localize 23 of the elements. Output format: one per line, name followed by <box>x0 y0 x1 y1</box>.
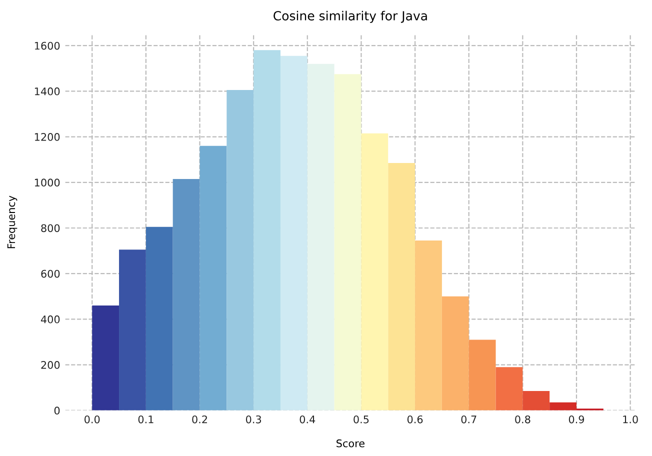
y-tick-label: 200 <box>41 361 60 369</box>
chart-title: Cosine similarity for Java <box>274 10 427 23</box>
x-tick-label: 0.7 <box>461 415 476 424</box>
y-tick-label: 400 <box>40 315 60 324</box>
x-tick-label: 0.5 <box>354 415 369 424</box>
x-tick-label: 0.2 <box>192 415 207 424</box>
y-tick-label: 600 <box>41 270 60 278</box>
y-tick-label: 1200 <box>34 133 60 141</box>
x-tick-label: 0.6 <box>407 415 423 424</box>
x-tick-label: 0.4 <box>300 415 316 424</box>
y-tick-label: 1600 <box>34 42 60 50</box>
y-tick-label: 800 <box>41 224 60 232</box>
x-tick-label: 0.3 <box>246 415 262 424</box>
y-axis-title: Frequency <box>7 196 18 248</box>
y-tick-label: 1000 <box>34 178 60 187</box>
x-tick-label: 0.9 <box>568 415 584 424</box>
y-tick-label: 0 <box>54 406 60 415</box>
y-tick-label: 1400 <box>34 87 60 96</box>
x-tick-label: 1.0 <box>623 415 638 424</box>
x-axis-title: Score <box>336 439 364 448</box>
x-tick-label: 0.1 <box>138 415 154 424</box>
x-tick-label: 0.8 <box>515 415 530 424</box>
x-tick-label: 0.0 <box>84 415 100 424</box>
